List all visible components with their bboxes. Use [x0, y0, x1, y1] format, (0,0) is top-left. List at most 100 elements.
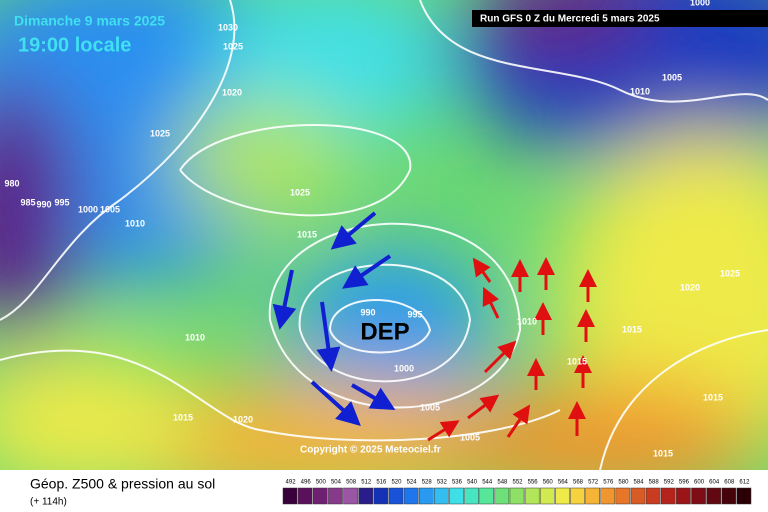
- isobar-label: 1005: [100, 204, 120, 214]
- scale-swatch: [328, 487, 343, 505]
- scale-swatch: [434, 487, 449, 505]
- scale-label: 512: [361, 480, 372, 486]
- scale-swatch: [373, 487, 389, 505]
- scale-label: 496: [301, 480, 312, 486]
- isobar-label: 1025: [290, 187, 310, 197]
- scale-label: 524: [407, 480, 418, 486]
- scale-label: 608: [724, 480, 735, 486]
- scale-label: 548: [497, 480, 508, 486]
- scale-swatch: [691, 487, 706, 505]
- isobar-label: 1025: [150, 128, 170, 138]
- isobar: [419, 0, 768, 103]
- footer-title: Géop. Z500 & pression au sol: [30, 476, 215, 492]
- isobar-label: 990: [360, 307, 375, 317]
- isobar-label: 1020: [680, 282, 700, 292]
- isobar-label: 990: [36, 199, 51, 209]
- scale-swatch: [721, 487, 737, 505]
- scale-label: 564: [558, 480, 569, 486]
- isobar-label: 1000: [78, 204, 98, 214]
- low-label: DEP: [360, 318, 409, 345]
- isobar: [179, 124, 412, 217]
- isobar-label: 1025: [720, 268, 740, 278]
- arrow: [483, 340, 517, 374]
- isobar-label: 1015: [567, 356, 587, 366]
- isobar-label: 1015: [297, 229, 317, 239]
- background: [0, 0, 768, 470]
- scale-label: 520: [391, 480, 402, 486]
- isobar-label: 995: [407, 309, 422, 319]
- isobar-label: 1015: [653, 448, 673, 458]
- scale-swatch: [464, 487, 479, 505]
- isobar-label: 1005: [662, 72, 682, 82]
- arrow: [506, 404, 531, 438]
- scale-label: 492: [286, 480, 297, 486]
- scale-label: 612: [739, 480, 750, 486]
- scale-swatch: [297, 487, 313, 505]
- scale-label: 516: [376, 480, 387, 486]
- isobar-label: 1000: [394, 363, 414, 373]
- wind-arrows: [272, 211, 597, 442]
- isobar-label: 1010: [185, 332, 205, 342]
- footer-lead: (+ 114h): [30, 497, 67, 508]
- isobar: [298, 263, 472, 383]
- scale-label: 568: [573, 480, 584, 486]
- scale-swatch: [388, 487, 404, 505]
- arrow: [330, 211, 377, 250]
- isobar-label: 1025: [223, 41, 243, 51]
- scale-label: 584: [634, 480, 645, 486]
- scale-swatch: [660, 487, 676, 505]
- scale-swatch: [615, 487, 631, 505]
- scale-label: 508: [346, 480, 357, 486]
- scale-swatch: [706, 487, 721, 505]
- date: Dimanche 9 mars 2025: [14, 13, 165, 29]
- arrow: [472, 257, 492, 283]
- isobar: [329, 299, 432, 354]
- isobar: [0, 0, 236, 321]
- isobar-label: 995: [54, 197, 69, 207]
- isobar-label: 1005: [460, 432, 480, 442]
- isobar-label: 1010: [630, 86, 650, 96]
- scale-label: 592: [664, 480, 675, 486]
- scale-swatch: [736, 487, 752, 505]
- scale-label: 552: [512, 480, 523, 486]
- scale-swatch: [600, 487, 616, 505]
- arrow: [310, 380, 361, 427]
- copyright: Copyright © 2025 Meteociel.fr: [300, 445, 441, 456]
- arrow: [467, 394, 500, 420]
- run: Run GFS 0 Z du Mercredi 5 mars 2025: [480, 14, 660, 25]
- isobar-label: 1005: [420, 402, 440, 412]
- isobar-label: 980: [4, 178, 19, 188]
- scale-swatch: [418, 487, 434, 505]
- scale-label: 540: [467, 480, 478, 486]
- scale-swatch: [494, 487, 510, 505]
- scale-label: 572: [588, 480, 599, 486]
- scale-label: 500: [316, 480, 327, 486]
- scale-label: 588: [649, 480, 660, 486]
- arrow: [272, 269, 297, 330]
- scale-swatch: [403, 487, 419, 505]
- isobar-label: 1015: [173, 412, 193, 422]
- isobar-label: 1000: [690, 0, 710, 7]
- scale-label: 604: [709, 480, 720, 486]
- scale-swatch: [645, 487, 661, 505]
- arrow: [342, 254, 392, 289]
- scale-swatch: [555, 487, 570, 505]
- isobar-label: 1030: [218, 22, 238, 32]
- scale-swatch: [313, 487, 328, 505]
- scale-swatch: [539, 487, 555, 505]
- scale-label: 580: [618, 480, 629, 486]
- run-box: [472, 10, 768, 27]
- time: 19:00 locale: [18, 34, 131, 56]
- scale-swatch: [676, 487, 691, 505]
- scale-label: 600: [694, 480, 705, 486]
- isobar-label: 1020: [222, 87, 242, 97]
- scale-label: 536: [452, 480, 463, 486]
- isobar-label: 1015: [622, 324, 642, 334]
- scale-swatch: [343, 487, 358, 505]
- isobar-label: 1010: [125, 218, 145, 228]
- scale-label: 504: [331, 480, 342, 486]
- scale-swatch: [479, 487, 495, 505]
- isobar-label: 1010: [517, 316, 537, 326]
